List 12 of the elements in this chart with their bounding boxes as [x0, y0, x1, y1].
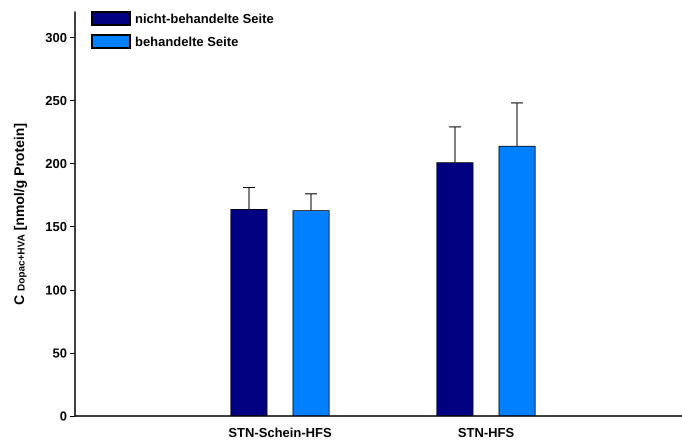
- y-tick-label: 300: [45, 30, 67, 45]
- x-tick-label: STN-HFS: [458, 425, 514, 440]
- y-tick-label: 200: [45, 156, 67, 171]
- legend-label: nicht-behandelte Seite: [135, 11, 274, 26]
- x-tick-label: STN-Schein-HFS: [228, 425, 332, 440]
- y-tick-label: 50: [52, 345, 67, 360]
- y-tick-label: 150: [45, 219, 67, 234]
- legend-label: behandelte Seite: [135, 34, 238, 49]
- y-tick-label: 100: [45, 282, 67, 298]
- y-tick-label: 250: [45, 92, 67, 108]
- y-axis-title: C Dopac+HVA [nmol/g Protein]: [11, 123, 28, 305]
- y-tick-label: 0: [60, 408, 67, 424]
